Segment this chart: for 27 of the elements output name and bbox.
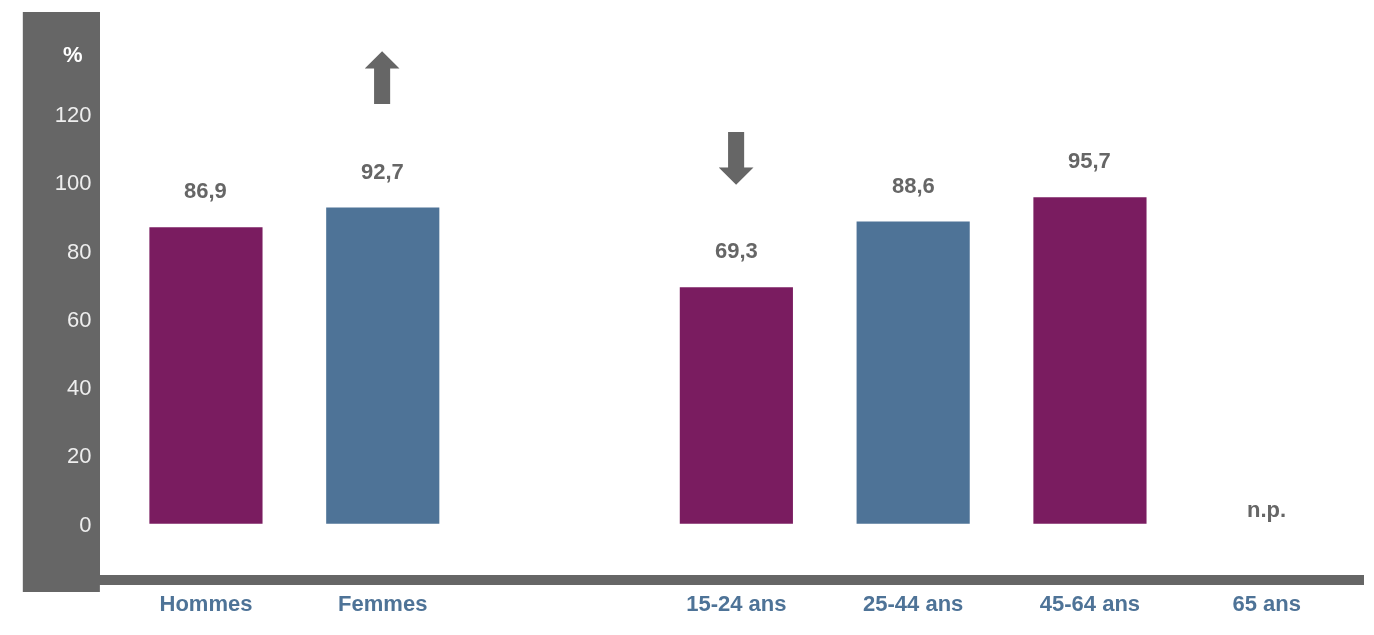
- text: n.p.: [1247, 497, 1287, 522]
- bar: [326, 207, 440, 524]
- bar: [679, 287, 793, 524]
- y-tick-label: 120: [54, 102, 92, 128]
- data-label: 86,9: [184, 178, 227, 203]
- x-tick-label: 15-24 ans: [686, 591, 787, 617]
- x-tick-label: 65 ans: [1232, 591, 1302, 617]
- bar: [1033, 197, 1147, 524]
- data-label: 92,7: [361, 159, 404, 184]
- x-tick-label: 25-44 ans: [863, 591, 964, 617]
- data-label: 69,3: [715, 238, 758, 263]
- y-tick-label: 0: [79, 511, 92, 537]
- data-label: 88,6: [892, 173, 935, 198]
- y-tick-label: 20: [67, 443, 92, 469]
- bar: [149, 227, 263, 524]
- y-tick-label: 100: [54, 170, 92, 196]
- y-tick-label: 60: [67, 306, 92, 332]
- y-axis-title: %: [63, 42, 83, 67]
- y-tick-label: 80: [67, 238, 92, 264]
- x-tick-label: 45-64 ans: [1039, 591, 1141, 617]
- x-tick-label: Femmes: [338, 591, 428, 617]
- annotation: ⬆: [353, 39, 412, 121]
- annotation: ⬇: [707, 118, 766, 200]
- bar: [856, 221, 970, 524]
- data-label: 95,7: [1068, 148, 1111, 173]
- y-tick-label: 40: [67, 375, 92, 401]
- x-tick-label: Hommes: [159, 591, 253, 617]
